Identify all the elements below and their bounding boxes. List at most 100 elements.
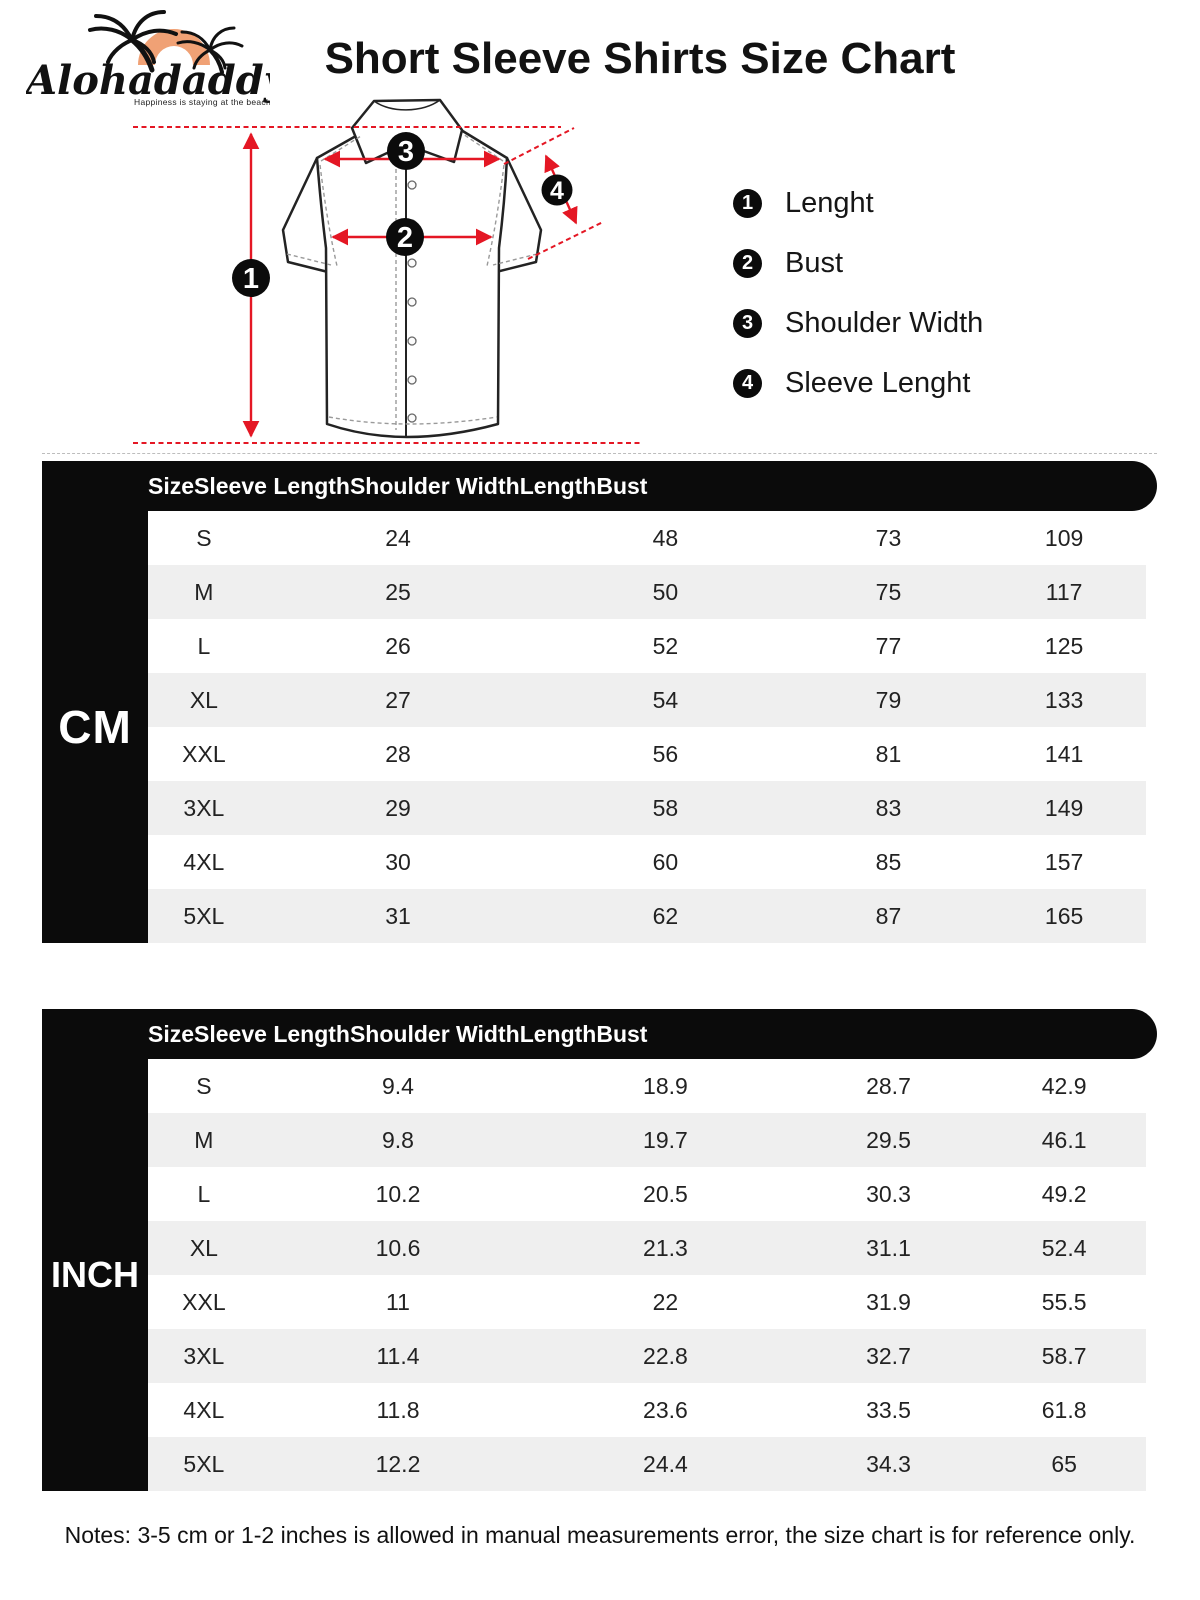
shoulder-width-cell: 58 <box>652 794 679 821</box>
legend-item: 4 Sleeve Lenght <box>733 367 983 399</box>
measurement-legend: 1 Lenght 2 Bust 3 Shoulder Width 4 Sleev… <box>733 187 984 399</box>
column-header: Sleeve Length <box>194 472 350 499</box>
brand-name: Alohadaddy <box>26 57 270 104</box>
page-title: Short Sleeve Shirts Size Chart <box>324 34 956 83</box>
bust-cell: 149 <box>1044 794 1084 821</box>
sleeve-length-cell: 24 <box>385 524 411 551</box>
column-header: Shoulder Width <box>349 472 520 499</box>
sleeve-length-cell: 12.2 <box>375 1450 421 1477</box>
size-cell: L <box>197 632 211 659</box>
unit-label-inch: INCH <box>42 1059 148 1491</box>
shoulder-width-cell: 52 <box>652 632 679 659</box>
legend-item: 1 Lenght <box>733 187 983 219</box>
size-cell: XL <box>189 686 218 713</box>
bust-cell: 65 <box>1051 1450 1077 1477</box>
length-cell: 73 <box>875 524 902 551</box>
sleeve-length-cell: 9.4 <box>381 1072 414 1099</box>
legend-label: Shoulder Width <box>785 307 984 339</box>
length-cell: 79 <box>875 686 902 713</box>
shoulder-width-cell: 50 <box>652 578 679 605</box>
cm-size-table: Size Sleeve Length Shoulder Width Length… <box>42 453 1157 943</box>
shoulder-width-cell: 54 <box>652 686 679 713</box>
column-header: Size <box>148 1020 195 1047</box>
sleeve-length-cell: 10.2 <box>375 1180 421 1207</box>
bust-cell: 157 <box>1044 848 1084 875</box>
size-cell: 5XL <box>183 902 225 929</box>
shoulder-width-cell: 19.7 <box>643 1126 688 1153</box>
length-cell: 77 <box>875 632 902 659</box>
size-cell: S <box>196 1072 212 1099</box>
length-cell: 29.5 <box>866 1126 911 1153</box>
size-cell: XXL <box>182 740 226 767</box>
table-row: 4XL 11.8 23.6 33.5 61.8 <box>148 1383 1146 1437</box>
length-cell: 31.9 <box>866 1288 911 1315</box>
table-row: XXL 28 56 81 141 <box>148 727 1146 781</box>
column-header: Bust <box>596 1020 648 1047</box>
table-row: M 9.8 19.7 29.5 46.1 <box>148 1113 1146 1167</box>
size-cell: XXL <box>182 1288 226 1315</box>
size-cell: L <box>197 1180 211 1207</box>
size-cell: 3XL <box>183 1342 225 1369</box>
table-row: 4XL 30 60 85 157 <box>148 835 1146 889</box>
legend-number-badge: 2 <box>733 249 762 278</box>
length-cell: 85 <box>875 848 902 875</box>
legend-number-badge: 1 <box>733 189 762 218</box>
badge-sleeve: 4 <box>550 177 564 205</box>
size-cell: 4XL <box>183 848 225 875</box>
shoulder-width-cell: 48 <box>652 524 679 551</box>
sun-icon <box>138 29 210 65</box>
table-row: 3XL 29 58 83 149 <box>148 781 1146 835</box>
column-header: Bust <box>596 472 648 499</box>
legend-item: 3 Shoulder Width <box>733 307 984 339</box>
shoulder-width-cell: 18.9 <box>643 1072 688 1099</box>
length-cell: 32.7 <box>866 1342 911 1369</box>
badge-length: 1 <box>243 263 259 295</box>
table-row: 5XL 12.2 24.4 34.3 65 <box>148 1437 1146 1491</box>
column-header: Size <box>148 472 195 499</box>
bust-cell: 141 <box>1044 740 1084 767</box>
unit-label-cm: CM <box>42 511 148 943</box>
legend-label: Sleeve Lenght <box>785 367 971 399</box>
inch-size-table: Size Sleeve Length Shoulder Width Length… <box>42 1009 1157 1549</box>
table-row: S 24 48 73 109 <box>148 511 1146 565</box>
shirt-measurement-diagram: 1 2 3 4 <box>133 98 641 444</box>
column-header: Length <box>519 472 597 499</box>
bust-cell: 52.4 <box>1041 1234 1087 1261</box>
size-cell: XL <box>189 1234 218 1261</box>
length-cell: 28.7 <box>866 1072 911 1099</box>
column-header: Sleeve Length <box>194 1020 350 1047</box>
table-row: S 9.4 18.9 28.7 42.9 <box>148 1059 1146 1113</box>
legend-label: Lenght <box>785 187 874 219</box>
bust-cell: 125 <box>1044 632 1084 659</box>
size-cell: 4XL <box>183 1396 225 1423</box>
sleeve-length-cell: 25 <box>385 578 411 605</box>
shoulder-width-cell: 56 <box>652 740 679 767</box>
divider-dashed-line <box>42 453 1157 454</box>
notes-text: Notes: 3-5 cm or 1-2 inches is allowed i… <box>64 1522 1136 1548</box>
badge-shoulder: 3 <box>398 136 414 168</box>
shoulder-width-cell: 22 <box>652 1288 679 1315</box>
length-cell: 34.3 <box>866 1450 911 1477</box>
table-row: XL 27 54 79 133 <box>148 673 1146 727</box>
brand-logo: Alohadaddy Happiness is staying at the b… <box>26 10 270 107</box>
sleeve-length-cell: 31 <box>385 902 411 929</box>
sleeve-length-cell: 10.6 <box>375 1234 421 1261</box>
shoulder-width-cell: 21.3 <box>643 1234 688 1261</box>
palm-tree-icon <box>88 10 244 74</box>
bust-cell: 165 <box>1044 902 1084 929</box>
column-header: Length <box>519 1020 597 1047</box>
badge-bust: 2 <box>397 222 413 254</box>
sleeve-length-cell: 26 <box>385 632 411 659</box>
size-cell: 5XL <box>183 1450 225 1477</box>
bust-cell: 61.8 <box>1041 1396 1087 1423</box>
inch-table-rows: S 9.4 18.9 28.7 42.9 M 9.8 19.7 29.5 46.… <box>148 1059 1146 1491</box>
bust-cell: 46.1 <box>1041 1126 1087 1153</box>
header-and-diagram-area: 1 2 3 4 <box>0 0 1200 453</box>
shoulder-width-cell: 62 <box>652 902 679 929</box>
size-cell: 3XL <box>183 794 225 821</box>
length-cell: 30.3 <box>866 1180 911 1207</box>
sleeve-length-cell: 9.8 <box>381 1126 414 1153</box>
legend-number-badge: 3 <box>733 309 762 338</box>
sleeve-length-cell: 29 <box>385 794 411 821</box>
